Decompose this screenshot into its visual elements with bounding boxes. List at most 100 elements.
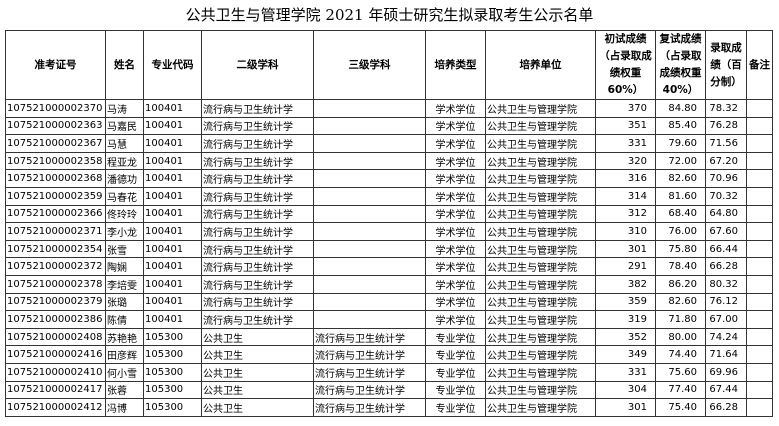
table-cell [746,99,773,118]
column-header: 培养类型 [425,30,486,100]
table-cell: 64.80 [705,204,747,224]
column-header: 二级学科 [201,30,314,100]
table-cell: 公共卫生与管理学院 [485,327,596,347]
table-cell: 81.60 [655,186,706,206]
table-row: 107521000002363 马嘉民 100401 流行病与卫生统计学 学术学位 公共卫… [5,116,773,136]
table-cell: 流行病与卫生统计学 [201,222,314,241]
table-cell [313,134,426,153]
table-cell: 107521000002416 [5,345,106,364]
table-cell: 公共卫生与管理学院 [485,116,596,136]
column-header: 准考证号 [5,30,106,100]
table-cell: 学术学位 [425,222,486,241]
table-cell: 107521000002367 [5,134,106,153]
table-cell: 107521000002354 [5,239,106,259]
table-row: 107521000002378 李培雯 100401 流行病与卫生统计学 学术学位 公共卫… [5,274,773,294]
table-cell: 79.60 [655,134,706,153]
table-cell: 100401 [143,116,202,136]
table-cell: 公共卫生与管理学院 [485,310,596,329]
table-cell: 公共卫生与管理学院 [485,222,596,241]
table-row: 107521000002417 张蓉 105300 公共卫生 流行病与卫生统计学 专业学位… [5,380,773,400]
table-cell: 105300 [143,345,202,364]
table-cell: 专业学位 [425,345,486,364]
table-cell: 70.32 [705,186,747,206]
table-cell: 75.60 [655,362,706,382]
table-cell: 流行病与卫生统计学 [201,116,314,136]
table-row: 107521000002354 张雪 100401 流行病与卫生统计学 学术学位 公共卫生… [5,239,773,259]
table-cell: 107521000002366 [5,204,106,224]
table-cell: 100401 [143,257,202,276]
table-cell [313,116,426,136]
table-row: 107521000002371 李小龙 100401 流行病与卫生统计学 学术学位 公共卫… [5,222,773,241]
table-cell: 100401 [143,169,202,188]
table-cell [746,151,773,171]
table-cell: 程亚龙 [105,151,144,171]
table-cell: 85.40 [655,116,706,136]
table-cell [746,116,773,136]
table-cell [746,134,773,153]
table-cell: 公共卫生 [201,362,314,382]
admission-table: 准考证号 姓名 专业代码 二级学科 三级学科 培养类型 培养单位 初试成绩（占录取成绩权重60… [5,30,773,417]
table-cell [313,222,426,241]
table-cell: 78.40 [655,257,706,276]
table-cell: 流行病与卫生统计学 [201,186,314,206]
table-cell: 67.00 [705,310,747,329]
table-row: 107521000002410 何小雪 105300 公共卫生 流行病与卫生统计学 专业学… [5,362,773,382]
table-cell: 100401 [143,204,202,224]
table-cell: 公共卫生与管理学院 [485,380,596,400]
table-cell: 107521000002358 [5,151,106,171]
table-row: 107521000002367 马慧 100401 流行病与卫生统计学 学术学位 公共卫生… [5,134,773,153]
table-cell: 100401 [143,99,202,118]
table-cell [746,380,773,400]
table-cell [746,186,773,206]
table-row: 107521000002416 田彦辉 105300 公共卫生 流行病与卫生统计学 专业学… [5,345,773,364]
table-cell: 学术学位 [425,116,486,136]
table-cell: 公共卫生 [201,380,314,400]
table-cell: 105300 [143,362,202,382]
table-cell: 马涛 [105,99,144,118]
table-cell: 107521000002371 [5,222,106,241]
table-cell: 68.40 [655,204,706,224]
table-cell: 107521000002370 [5,99,106,118]
table-cell [746,398,773,417]
table-cell: 公共卫生 [201,398,314,417]
table-row: 107521000002408 苏艳艳 105300 公共卫生 流行病与卫生统计学 专业学… [5,327,773,347]
table-cell: 370 [595,99,656,118]
table-cell: 公共卫生与管理学院 [485,257,596,276]
table-cell [746,274,773,294]
table-cell [313,239,426,259]
table-cell: 流行病与卫生统计学 [201,99,314,118]
table-cell: 100401 [143,222,202,241]
table-cell: 公共卫生与管理学院 [485,362,596,382]
table-cell: 107521000002412 [5,398,106,417]
table-cell: 流行病与卫生统计学 [201,134,314,153]
table-cell: 67.44 [705,380,747,400]
table-cell: 张蓉 [105,380,144,400]
table-cell: 291 [595,257,656,276]
table-cell: 潘德功 [105,169,144,188]
table-cell: 田彦辉 [105,345,144,364]
table-cell: 专业学位 [425,398,486,417]
table-cell: 公共卫生与管理学院 [485,151,596,171]
table-cell: 公共卫生与管理学院 [485,204,596,224]
table-cell: 82.60 [655,169,706,188]
table-row: 107521000002412 冯博 105300 公共卫生 流行病与卫生统计学 专业学位… [5,398,773,417]
table-cell: 66.28 [705,257,747,276]
table-cell: 359 [595,292,656,312]
table-cell: 学术学位 [425,204,486,224]
table-cell: 公共卫生 [201,327,314,347]
table-cell [746,327,773,347]
table-cell [746,292,773,312]
table-cell: 82.60 [655,292,706,312]
table-cell: 74.24 [705,327,747,347]
table-cell: 314 [595,186,656,206]
table-cell: 352 [595,327,656,347]
table-row: 107521000002358 程亚龙 100401 流行病与卫生统计学 学术学位 公共卫… [5,151,773,171]
table-cell: 100401 [143,134,202,153]
table-cell: 学术学位 [425,151,486,171]
table-cell: 107521000002363 [5,116,106,136]
table-cell: 107521000002368 [5,169,106,188]
table-cell: 301 [595,239,656,259]
table-cell [313,99,426,118]
table-cell: 331 [595,134,656,153]
table-cell: 107521000002378 [5,274,106,294]
